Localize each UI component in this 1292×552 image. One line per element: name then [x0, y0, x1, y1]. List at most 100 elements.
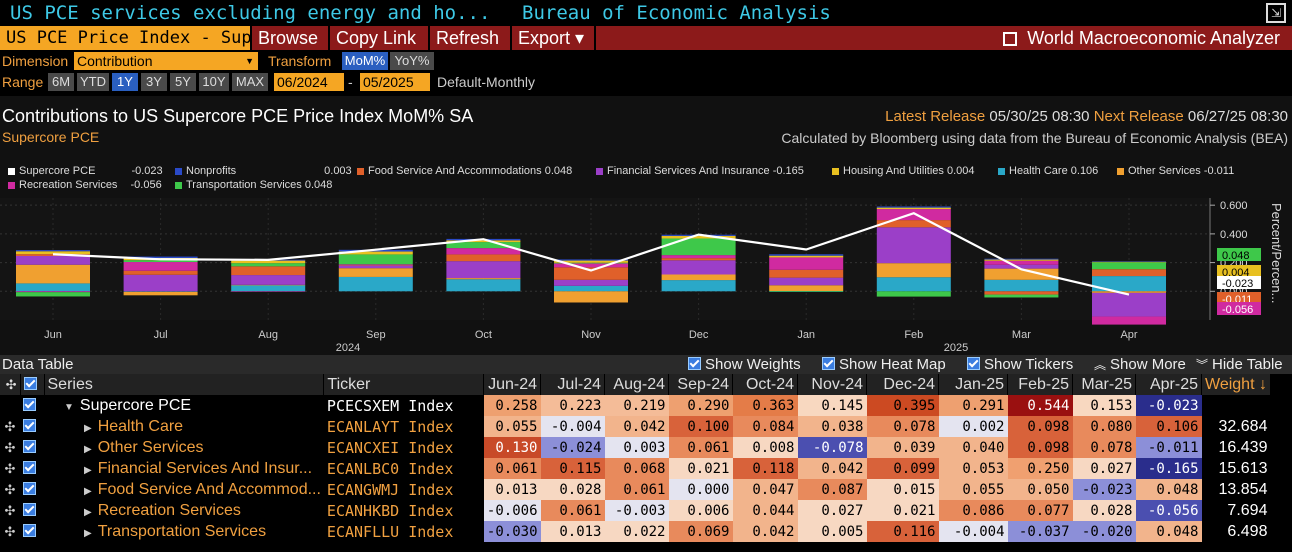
month-header[interactable]: Nov-24	[797, 374, 867, 395]
month-header[interactable]: Sep-24	[668, 374, 733, 395]
value-cell[interactable]: 0.118	[732, 458, 798, 479]
table-row[interactable]: ✣ ▶ Health Care ECANLAYT Index 0.055 -0.004 0.…	[0, 416, 1271, 437]
transform-yoy-button[interactable]: YoY%	[390, 52, 434, 70]
row-checkbox[interactable]	[20, 416, 44, 437]
value-cell[interactable]: -0.003	[604, 500, 669, 521]
range-1y-button[interactable]: 1Y	[112, 73, 138, 91]
value-cell[interactable]: 0.061	[604, 479, 669, 500]
range-10y-button[interactable]: 10Y	[199, 73, 229, 91]
value-cell[interactable]: 0.021	[668, 458, 733, 479]
range-5y-button[interactable]: 5Y	[170, 73, 196, 91]
value-cell[interactable]: 0.006	[668, 500, 733, 521]
value-cell[interactable]: -0.037	[1007, 521, 1073, 542]
legend-item[interactable]: Health Care 0.106	[998, 165, 1098, 177]
end-date-field[interactable]: 05/2025	[360, 73, 430, 91]
value-cell[interactable]: 0.098	[1007, 437, 1073, 458]
value-cell[interactable]: 0.061	[483, 458, 541, 479]
value-cell[interactable]: 0.013	[540, 521, 605, 542]
value-cell[interactable]: 0.047	[732, 479, 798, 500]
popout-icon[interactable]: ⇲	[1266, 3, 1286, 23]
range-3y-button[interactable]: 3Y	[141, 73, 167, 91]
value-cell[interactable]: 0.027	[797, 500, 867, 521]
value-cell[interactable]: -0.011	[1135, 437, 1202, 458]
series-name[interactable]: ▶ Financial Services And Insur...	[84, 459, 313, 477]
table-row[interactable]: ✣ ▶ Recreation Services ECANHKBD Index -0.00…	[0, 500, 1271, 521]
value-cell[interactable]: 0.145	[797, 395, 867, 416]
value-cell[interactable]: 0.290	[668, 395, 733, 416]
value-cell[interactable]: 0.087	[797, 479, 867, 500]
expand-icon[interactable]: ▶	[84, 485, 92, 497]
value-cell[interactable]: 0.027	[1072, 458, 1136, 479]
collapse-icon[interactable]: ▼	[64, 401, 74, 413]
move-icon[interactable]: ✣	[4, 481, 16, 497]
value-cell[interactable]: 0.002	[938, 416, 1008, 437]
value-cell[interactable]: 0.250	[1007, 458, 1073, 479]
month-header[interactable]: Mar-25	[1072, 374, 1136, 395]
value-cell[interactable]: -0.006	[483, 500, 541, 521]
app-launcher[interactable]: World Macroeconomic Analyzer	[1003, 26, 1280, 50]
table-row[interactable]: ✣ ▶ Food Service And Accommod... ECANGWMJ I…	[0, 479, 1271, 500]
value-cell[interactable]: -0.004	[938, 521, 1008, 542]
value-cell[interactable]: 0.258	[483, 395, 541, 416]
legend-item[interactable]: Food Service And Accommodations 0.048	[357, 165, 572, 177]
row-checkbox[interactable]	[20, 500, 44, 521]
row-checkbox[interactable]	[20, 479, 44, 500]
value-cell[interactable]: 0.022	[604, 521, 669, 542]
value-cell[interactable]: 0.028	[540, 479, 605, 500]
security-field[interactable]: US PCE Price Index - Supe	[0, 26, 250, 50]
value-cell[interactable]: 0.044	[732, 500, 798, 521]
series-name[interactable]: ▶ Health Care	[84, 417, 184, 435]
value-cell[interactable]: -0.023	[1072, 479, 1136, 500]
legend-item[interactable]: Housing And Utilities 0.004	[832, 165, 974, 177]
value-cell[interactable]: 0.042	[797, 458, 867, 479]
value-cell[interactable]: 0.021	[866, 500, 939, 521]
value-cell[interactable]: -0.004	[540, 416, 605, 437]
value-cell[interactable]: 0.363	[732, 395, 798, 416]
export-menu[interactable]: Export ▾	[518, 28, 585, 48]
value-cell[interactable]: 0.069	[668, 521, 733, 542]
month-header[interactable]: Dec-24	[866, 374, 939, 395]
value-cell[interactable]: 0.028	[1072, 500, 1136, 521]
legend-item[interactable]: Other Services -0.011	[1117, 165, 1234, 177]
value-cell[interactable]: 0.291	[938, 395, 1008, 416]
value-cell[interactable]: -0.024	[540, 437, 605, 458]
value-cell[interactable]: -0.165	[1135, 458, 1202, 479]
table-row[interactable]: ✣ ▶ Other Services ECANCXEI Index 0.130 -0.02…	[0, 437, 1271, 458]
expand-icon[interactable]: ▶	[84, 443, 92, 455]
series-name[interactable]: ▶ Food Service And Accommod...	[84, 480, 321, 498]
weight-header[interactable]: Weight ↓	[1201, 374, 1271, 395]
range-max-button[interactable]: MAX	[232, 73, 268, 91]
range-ytd-button[interactable]: YTD	[77, 73, 109, 91]
row-checkbox[interactable]	[20, 395, 44, 416]
legend-item[interactable]: Financial Services And Insurance -0.165	[596, 165, 804, 177]
ticker-cell[interactable]: PCECSXEM Index	[326, 396, 454, 415]
move-icon[interactable]: ✣	[4, 418, 16, 434]
value-cell[interactable]: 0.042	[732, 521, 798, 542]
value-cell[interactable]: 0.086	[938, 500, 1008, 521]
table-row[interactable]: ✣ ▶ Transportation Services ECANFLLU Index -…	[0, 521, 1271, 542]
table-row[interactable]: ✣ ▶ Financial Services And Insur... ECANLBC…	[0, 458, 1271, 479]
value-cell[interactable]: 0.038	[797, 416, 867, 437]
value-cell[interactable]: 0.078	[866, 416, 939, 437]
legend-item[interactable]: Nonprofits 0.003	[175, 165, 352, 177]
series-name[interactable]: ▶ Transportation Services	[84, 522, 267, 540]
ticker-cell[interactable]: ECANCXEI Index	[326, 438, 454, 457]
value-cell[interactable]: 0.115	[540, 458, 605, 479]
show-weights-toggle[interactable]: Show Weights	[688, 355, 801, 374]
value-cell[interactable]: 0.106	[1135, 416, 1202, 437]
value-cell[interactable]: 0.000	[668, 479, 733, 500]
legend-item[interactable]: Supercore PCE -0.023	[8, 165, 163, 177]
value-cell[interactable]: 0.080	[1072, 416, 1136, 437]
value-cell[interactable]: 0.100	[668, 416, 733, 437]
move-icon[interactable]	[0, 395, 20, 416]
range-6m-button[interactable]: 6M	[48, 73, 74, 91]
ticker-cell[interactable]: ECANGWMJ Index	[326, 480, 454, 499]
value-cell[interactable]: 0.042	[604, 416, 669, 437]
hide-table-button[interactable]: ︾ Hide Table	[1196, 356, 1283, 373]
show-tickers-toggle[interactable]: Show Tickers	[967, 355, 1073, 374]
row-checkbox[interactable]	[20, 458, 44, 479]
move-icon[interactable]: ✣	[4, 502, 16, 518]
move-icon[interactable]: ✣	[4, 523, 16, 539]
browse-button[interactable]: Browse	[258, 28, 319, 48]
series-header[interactable]: Series	[44, 374, 325, 395]
